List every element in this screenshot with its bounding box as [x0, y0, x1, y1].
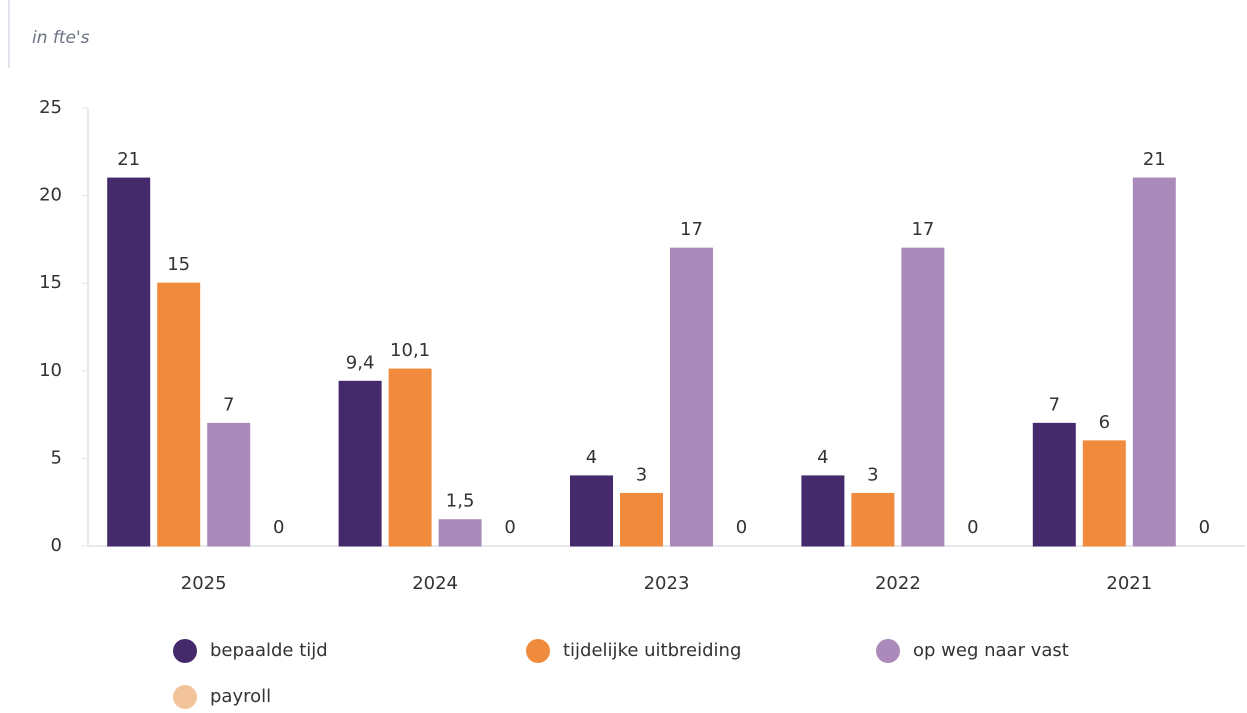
- legend-swatch: [876, 639, 900, 663]
- legend-label: payroll: [210, 686, 271, 707]
- y-tick-label: 0: [51, 535, 62, 556]
- bar: [901, 247, 945, 547]
- bar: [1032, 422, 1076, 547]
- value-label: 0: [273, 517, 284, 538]
- value-label: 0: [967, 517, 978, 538]
- x-tick-label: 2024: [412, 573, 458, 594]
- x-tick-label: 2025: [181, 573, 227, 594]
- bar: [438, 519, 482, 547]
- x-tick-label: 2022: [875, 573, 921, 594]
- value-label: 15: [167, 254, 190, 275]
- value-label: 0: [1199, 517, 1210, 538]
- bar: [670, 247, 713, 547]
- bar: [570, 475, 613, 547]
- value-label: 1,5: [446, 491, 475, 512]
- bar: [388, 368, 432, 547]
- bar: [620, 492, 663, 547]
- legend-label: op weg naar vast: [913, 640, 1069, 661]
- y-tick-label: 10: [39, 360, 62, 381]
- bar: [851, 492, 895, 547]
- bar: [107, 177, 151, 547]
- value-label: 3: [867, 464, 878, 485]
- bar: [157, 282, 201, 547]
- chart-subtitle: in fte's: [32, 28, 90, 48]
- y-tick-label: 5: [51, 447, 62, 468]
- value-label: 10,1: [390, 340, 430, 361]
- x-tick-label: 2023: [644, 573, 690, 594]
- legend-label: bepaalde tijd: [210, 640, 328, 661]
- value-label: 6: [1099, 412, 1110, 433]
- y-tick-label: 20: [39, 185, 62, 206]
- bar: [207, 422, 251, 547]
- legend-swatch: [173, 639, 197, 663]
- bar: [338, 380, 382, 547]
- value-label: 3: [636, 464, 647, 485]
- value-label: 21: [117, 149, 140, 170]
- legend-swatch: [526, 639, 550, 663]
- y-tick-label: 25: [39, 97, 62, 118]
- y-tick-label: 15: [39, 272, 62, 293]
- value-label: 17: [911, 219, 934, 240]
- legend-swatch: [173, 685, 197, 709]
- value-label: 4: [817, 447, 828, 468]
- value-label: 17: [680, 219, 703, 240]
- x-tick-label: 2021: [1106, 573, 1152, 594]
- legend-label: tijdelijke uitbreiding: [563, 640, 741, 661]
- value-label: 4: [586, 447, 597, 468]
- value-label: 21: [1143, 149, 1166, 170]
- value-label: 9,4: [346, 352, 375, 373]
- value-label: 0: [736, 517, 747, 538]
- value-label: 0: [504, 517, 515, 538]
- bar: [801, 475, 845, 547]
- value-label: 7: [1049, 394, 1060, 415]
- bar: [1132, 177, 1176, 547]
- bar: [1082, 440, 1126, 547]
- value-label: 7: [223, 394, 234, 415]
